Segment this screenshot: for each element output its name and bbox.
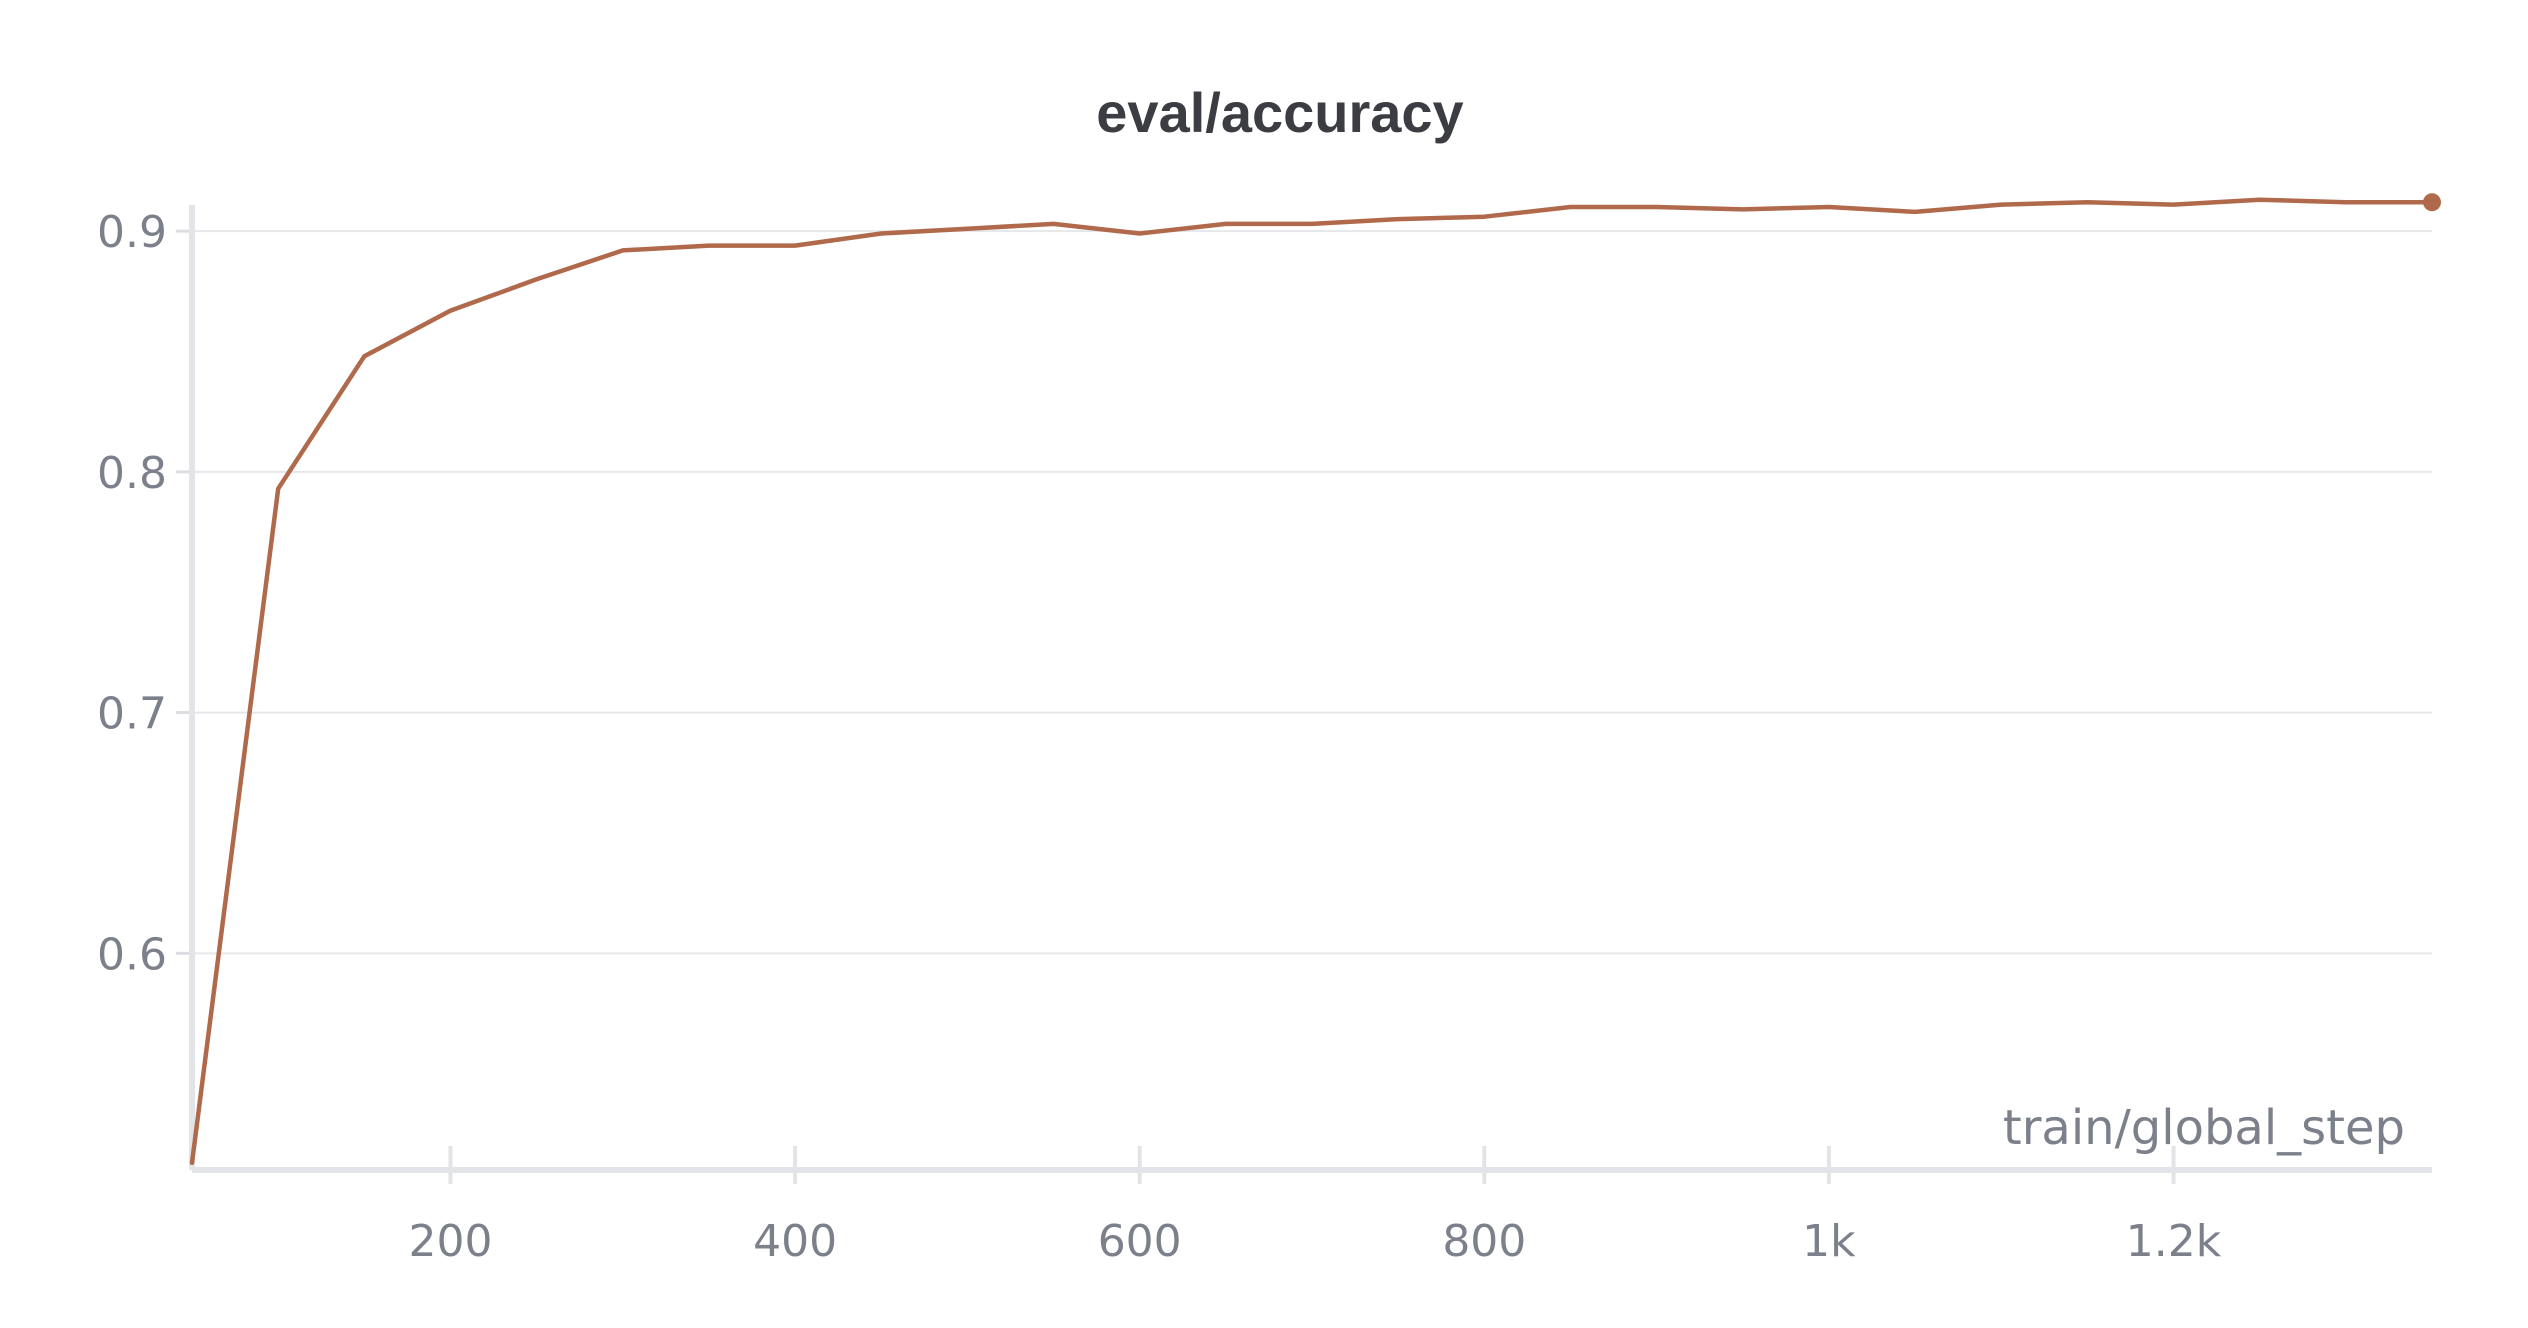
series-end-marker — [2423, 193, 2441, 212]
data-point[interactable] — [697, 234, 721, 258]
data-point[interactable] — [611, 238, 635, 262]
data-point[interactable] — [1645, 195, 1669, 219]
data-point[interactable] — [1903, 200, 1927, 224]
data-point[interactable] — [869, 222, 893, 246]
x-tick-label: 200 — [408, 1216, 492, 1267]
axes — [176, 205, 2432, 1184]
x-tick-label: 600 — [1098, 1216, 1182, 1267]
y-tick-label: 0.7 — [97, 689, 167, 740]
data-point[interactable] — [525, 267, 549, 291]
data-point[interactable] — [438, 299, 462, 323]
y-tick-label: 0.8 — [97, 448, 167, 499]
data-point[interactable] — [266, 477, 290, 501]
x-tick-label: 400 — [753, 1216, 837, 1267]
x-tick-labels: 200 400 600 800 1k 1.2k — [408, 1216, 2221, 1267]
chart-title: eval/accuracy — [1096, 81, 1463, 144]
series-line — [189, 197, 2435, 1166]
data-point[interactable] — [1817, 195, 1841, 219]
x-tick-label: 1.2k — [2126, 1216, 2222, 1267]
data-point[interactable] — [1042, 212, 1066, 236]
data-point[interactable] — [1214, 212, 1238, 236]
data-point[interactable] — [1128, 222, 1152, 246]
data-point[interactable] — [2248, 188, 2272, 212]
y-tick-label: 0.6 — [97, 929, 167, 980]
series-layer — [180, 188, 2441, 1175]
data-point[interactable] — [2334, 190, 2358, 214]
y-tick-label: 0.9 — [97, 207, 167, 258]
data-point[interactable] — [1731, 197, 1755, 221]
data-point[interactable] — [1386, 207, 1410, 231]
grid-lines — [192, 230, 2432, 955]
data-point[interactable] — [352, 344, 376, 368]
data-point[interactable] — [1472, 205, 1496, 229]
data-point[interactable] — [2162, 193, 2186, 217]
x-tick-label: 1k — [1802, 1216, 1856, 1267]
data-point[interactable] — [955, 217, 979, 241]
data-point[interactable] — [2075, 190, 2099, 214]
data-point[interactable] — [1558, 195, 1582, 219]
data-point[interactable] — [180, 1151, 204, 1175]
data-point[interactable] — [1300, 212, 1324, 236]
data-point[interactable] — [783, 234, 807, 258]
x-axis-label: train/global_step — [2003, 1100, 2405, 1156]
data-point[interactable] — [1989, 193, 2013, 217]
x-tick-label: 800 — [1442, 1216, 1526, 1267]
y-tick-labels: 0.6 0.7 0.8 0.9 — [97, 207, 167, 980]
